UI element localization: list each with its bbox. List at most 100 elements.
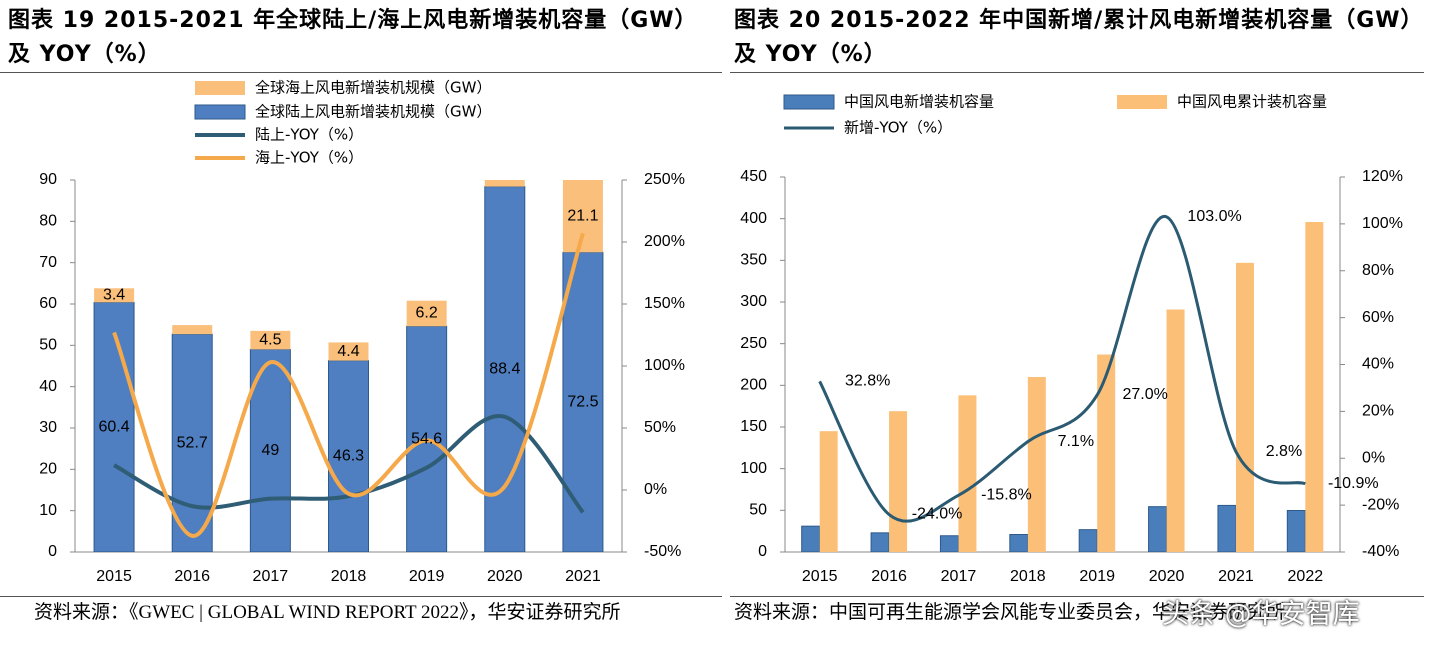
bar: [939, 535, 959, 552]
y-tick-label: 450: [740, 168, 767, 185]
line: [112, 232, 585, 538]
x-tick-label: 2019: [1079, 568, 1115, 585]
data-label: 21.1: [567, 207, 598, 224]
data-label: 103.0%: [1187, 208, 1241, 225]
data-label: -24.0%: [912, 506, 963, 523]
bar: [406, 300, 447, 327]
y2-tick-label: 120%: [1362, 168, 1403, 185]
bar: [562, 251, 604, 552]
bar: [1235, 262, 1254, 552]
x-tick-label: 2022: [1288, 568, 1324, 585]
y-tick-label: 200: [740, 377, 767, 394]
chart-title: 图表 19 2015-2021 年全球陆上/海上风电新增装机容量（GW）及 YO…: [8, 8, 698, 67]
y-tick-label: 300: [740, 293, 767, 310]
x-tick-label: 2021: [565, 568, 601, 585]
y2-tick-label: 60%: [1362, 309, 1394, 326]
legend-label: 新增-YOY（%）: [844, 119, 952, 137]
legend-label: 全球海上风电新增装机规模（GW）: [255, 79, 491, 97]
data-label: 52.7: [177, 434, 208, 451]
y2-tick-label: 20%: [1362, 403, 1394, 420]
x-tick-label: 2017: [253, 568, 289, 585]
legend-swatch: [195, 81, 245, 95]
legend-label: 中国风电新增装机容量: [844, 93, 994, 111]
bar: [328, 360, 369, 552]
y-tick-label: 10: [39, 502, 57, 519]
x-tick-label: 2015: [96, 568, 132, 585]
legend-label: 全球陆上风电新增装机规模（GW）: [255, 103, 491, 121]
legend-swatch: [783, 94, 835, 110]
bar: [1148, 506, 1168, 552]
y-tick-label: 350: [740, 252, 767, 269]
y-tick-label: 100: [740, 460, 767, 477]
x-tick-label: 2019: [409, 568, 445, 585]
source-note: 资料来源：中国可再生能源学会风能专业委员会，华安证券研究所: [734, 602, 1286, 623]
data-label: 54.6: [411, 430, 442, 447]
data-label: 46.3: [333, 448, 364, 465]
y-tick-label: 50: [749, 502, 767, 519]
legend-label: 陆上-YOY（%）: [255, 126, 363, 144]
bar: [94, 288, 135, 303]
bar: [172, 325, 213, 335]
y2-tick-label: 100%: [1362, 215, 1403, 232]
y2-tick-label: -40%: [1362, 543, 1399, 560]
bar: [249, 348, 291, 552]
x-tick-label: 2018: [331, 568, 367, 585]
divider: [730, 596, 1424, 597]
bar: [328, 342, 369, 361]
divider: [0, 72, 722, 73]
bar: [1166, 309, 1185, 552]
data-label: -15.8%: [981, 487, 1032, 504]
x-tick-label: 2015: [802, 568, 838, 585]
x-tick-label: 2021: [1218, 568, 1254, 585]
y2-tick-label: 0%: [1362, 449, 1385, 466]
x-tick-label: 2016: [871, 568, 907, 585]
data-label: 7.1%: [1058, 433, 1094, 450]
bar: [1217, 504, 1237, 552]
y-tick-label: 30: [39, 419, 57, 436]
data-label: 32.8%: [845, 373, 890, 390]
y-tick-label: 50: [39, 337, 57, 354]
line: [818, 215, 1306, 523]
x-tick-label: 2016: [174, 568, 210, 585]
data-label: 6.2: [416, 305, 438, 322]
y2-tick-label: -50%: [644, 543, 681, 560]
y-tick-label: 400: [740, 210, 767, 227]
bar: [801, 525, 821, 552]
y2-tick-label: 150%: [644, 295, 685, 312]
x-tick-label: 2018: [1010, 568, 1046, 585]
data-label: -10.9%: [1328, 475, 1379, 492]
y2-tick-label: 200%: [644, 233, 685, 250]
bar: [1286, 510, 1306, 552]
y-tick-label: 40: [39, 378, 57, 395]
bar: [484, 180, 525, 187]
y-tick-label: 70: [39, 254, 57, 271]
y2-tick-label: 250%: [644, 171, 685, 188]
legend-swatch: [1117, 95, 1167, 109]
data-label: 60.4: [99, 418, 130, 435]
y-tick-label: 90: [39, 171, 57, 188]
divider: [730, 72, 1424, 73]
bar: [819, 431, 838, 552]
data-label: 49: [261, 442, 279, 459]
bar: [250, 330, 291, 350]
watermark: 头条 @华安智库: [1162, 599, 1360, 630]
x-tick-label: 2017: [941, 568, 977, 585]
y-tick-label: 0: [758, 543, 767, 560]
bar: [1078, 529, 1098, 552]
y2-tick-label: 40%: [1362, 356, 1394, 373]
x-tick-label: 2020: [1149, 568, 1185, 585]
data-label: 2.8%: [1266, 443, 1302, 460]
bar: [1305, 222, 1324, 552]
data-label: 4.4: [337, 343, 359, 360]
y2-tick-label: -20%: [1362, 496, 1399, 513]
bar: [484, 186, 526, 552]
bar: [870, 532, 890, 552]
data-label: 88.4: [489, 361, 520, 378]
data-label: 3.4: [103, 287, 125, 304]
legend-label: 中国风电累计装机容量: [1177, 93, 1327, 111]
bar: [958, 395, 977, 552]
y-tick-label: 20: [39, 461, 57, 478]
y-tick-label: 80: [39, 213, 57, 230]
